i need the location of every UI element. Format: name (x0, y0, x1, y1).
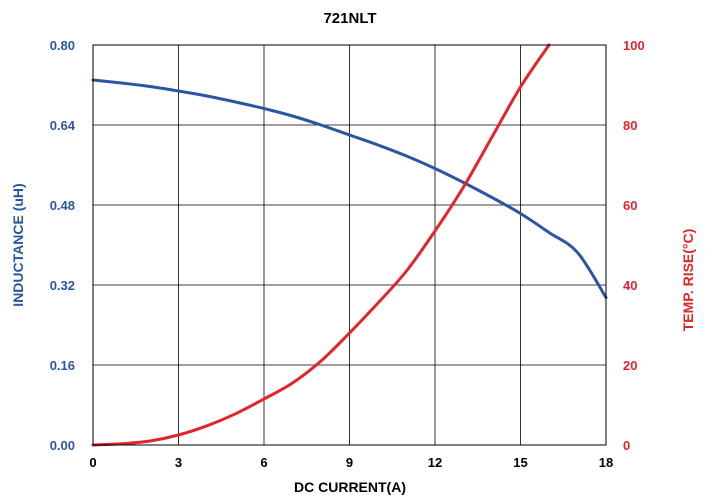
x-tick-label: 0 (89, 455, 96, 470)
right-y-tick-labels: 0 20 40 60 80 100 (623, 38, 645, 453)
x-tick-label: 3 (175, 455, 182, 470)
x-tick-label: 6 (260, 455, 267, 470)
x-tick-label: 18 (599, 455, 613, 470)
inductance-curve (91, 78, 608, 299)
right-y-tick-label: 100 (623, 38, 645, 53)
left-y-tick-label: 0.64 (50, 118, 76, 133)
right-y-axis-label: TEMP. RISE(°C) (680, 229, 696, 332)
chart-title: 721NLT (323, 10, 376, 27)
right-y-tick-label: 0 (623, 438, 630, 453)
right-y-tick-label: 60 (623, 198, 637, 213)
x-tick-labels: 0 3 6 9 12 15 18 (89, 455, 613, 470)
left-y-tick-label: 0.16 (50, 358, 75, 373)
temp-rise-curve (91, 43, 551, 447)
left-y-tick-labels: 0.00 0.16 0.32 0.48 0.64 0.80 (50, 38, 76, 453)
series-layer (91, 43, 608, 447)
plot-frame (92, 44, 607, 446)
x-tick-label: 15 (513, 455, 527, 470)
left-y-tick-label: 0.00 (50, 438, 75, 453)
right-y-tick-label: 80 (623, 118, 637, 133)
left-y-axis-label: INDUCTANCE (uH) (10, 183, 26, 306)
right-y-tick-label: 20 (623, 358, 637, 373)
left-y-tick-label: 0.32 (50, 278, 75, 293)
x-tick-label: 9 (346, 455, 353, 470)
right-y-tick-label: 40 (623, 278, 637, 293)
left-y-tick-label: 0.48 (50, 198, 75, 213)
x-axis-label: DC CURRENT(A) (294, 479, 406, 495)
x-tick-label: 12 (428, 455, 442, 470)
left-y-tick-label: 0.80 (50, 38, 75, 53)
grid (93, 45, 606, 445)
